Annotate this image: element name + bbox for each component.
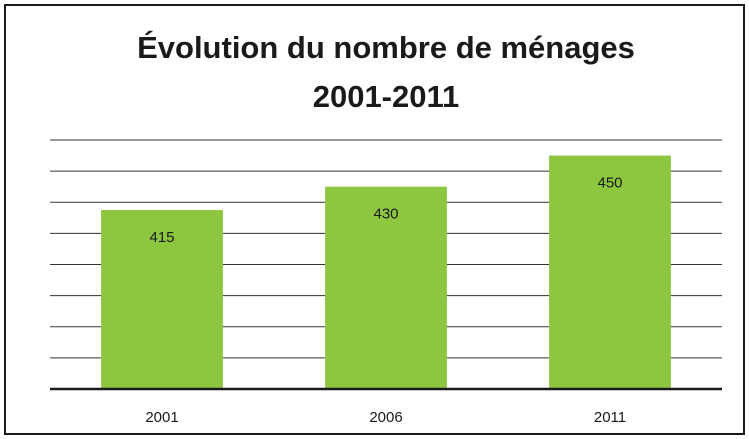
data-label: 430 [373, 206, 398, 223]
x-tick-label: 2006 [369, 409, 402, 426]
bar [325, 186, 447, 389]
x-tick-label: 2011 [594, 409, 626, 426]
x-tick-label: 2001 [145, 409, 178, 426]
chart-subtitle: 2001-2011 [313, 79, 460, 114]
data-label: 450 [597, 175, 622, 192]
chart-title: Évolution du nombre de ménages [137, 30, 635, 65]
data-label: 415 [149, 229, 174, 246]
bar [101, 210, 223, 389]
bar [549, 155, 671, 389]
